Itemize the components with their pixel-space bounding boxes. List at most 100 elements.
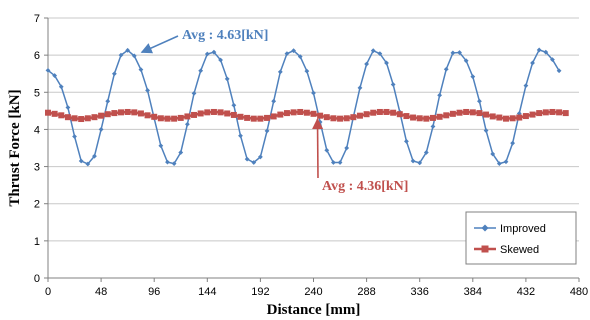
legend-skewed-marker [481, 245, 489, 253]
improved-point [503, 159, 509, 165]
improved-point [264, 128, 270, 134]
skewed-point [184, 113, 191, 120]
improved-point [165, 159, 170, 165]
improved-point [483, 128, 489, 133]
skewed-point [476, 110, 483, 117]
skewed-point [443, 112, 450, 119]
skewed-point [217, 109, 224, 116]
skewed-point [483, 111, 490, 118]
improved-point [231, 102, 237, 108]
improved-point [510, 140, 516, 146]
skewed-point [522, 113, 529, 120]
skewed-point [363, 111, 370, 118]
improved-point [211, 49, 217, 55]
series-skewed [45, 108, 569, 123]
skewed-point [297, 108, 304, 115]
skewed-point [390, 109, 397, 116]
improved-point [556, 68, 562, 74]
improved-point [477, 98, 482, 104]
improved-point [344, 145, 350, 151]
skewed-point [64, 114, 71, 121]
improved-point [536, 47, 542, 53]
skewed-point [58, 112, 65, 119]
skewed-point [171, 115, 178, 122]
y-tick-label: 6 [34, 50, 40, 62]
skewed-point [224, 110, 231, 117]
skewed-point [549, 108, 556, 115]
improved-line [47, 49, 560, 165]
skewed-point [323, 114, 330, 121]
skewed-point [51, 110, 58, 117]
skewed-point [244, 114, 251, 121]
skewed-point [403, 113, 410, 120]
legend-improved-marker [481, 224, 489, 232]
improved-point [404, 138, 409, 144]
x-tick-label: 240 [304, 286, 322, 298]
improved-point [92, 153, 97, 159]
legend-improved-label: Improved [500, 223, 546, 235]
improved-point [191, 91, 197, 96]
skewed-point [270, 113, 277, 120]
skewed-point [463, 108, 470, 115]
skewed-point [416, 115, 423, 122]
improved-point [463, 58, 469, 64]
improved-point [98, 127, 104, 132]
skewed-point [429, 114, 436, 121]
skewed-point [98, 112, 105, 119]
improved-point [218, 57, 223, 63]
skewed-point [157, 115, 164, 122]
skewed-point [469, 109, 476, 116]
improved-point [271, 98, 277, 104]
skewed-point [370, 109, 377, 116]
skewed-point [542, 109, 549, 116]
skewed-point [277, 111, 284, 118]
legend-item-improved: Improved [474, 223, 546, 235]
skewed-point [164, 115, 171, 122]
improved-point [184, 121, 190, 127]
legend-box [465, 211, 577, 265]
skewed-point [456, 109, 463, 116]
series-layer [45, 47, 569, 167]
improved-point [311, 90, 316, 96]
skewed-point [230, 111, 237, 118]
improved-point [244, 156, 250, 162]
skewed-point [343, 115, 350, 122]
improved-point [238, 133, 243, 139]
improved-avg-arrow [140, 35, 179, 54]
x-axis-title: Distance [mm] [267, 302, 361, 318]
improved-point [390, 82, 396, 87]
y-tick-label: 1 [34, 236, 40, 248]
skewed-point [330, 115, 337, 122]
improved-point [377, 51, 383, 57]
skewed-point [118, 109, 125, 116]
improved-point [277, 69, 283, 75]
x-tick-label: 288 [357, 286, 375, 298]
skewed-point [449, 110, 456, 117]
improved-point [85, 161, 91, 167]
improved-point [417, 160, 423, 166]
skewed-point [237, 113, 244, 120]
x-tick-label: 48 [95, 286, 107, 298]
improved-point [291, 48, 296, 54]
improved-point [284, 51, 290, 57]
skewed-point [151, 113, 158, 120]
skewed-point [124, 108, 131, 115]
improved-point [178, 150, 184, 155]
improved-point [543, 49, 549, 55]
improved-point [370, 48, 376, 54]
skewed-point [191, 111, 198, 118]
x-tick-label: 336 [411, 286, 429, 298]
improved-point [78, 158, 84, 164]
improved-point [72, 134, 77, 139]
skewed-point [337, 115, 344, 122]
skewed-point [556, 109, 563, 116]
skewed-point [210, 108, 217, 115]
improved-point [430, 124, 436, 129]
skewed-point [78, 116, 85, 123]
improved-point [523, 83, 529, 88]
skewed-avg-label: Avg : 4.36[kN] [322, 179, 408, 194]
x-tick-label: 144 [198, 286, 216, 298]
improved-point [443, 66, 449, 72]
improved-point [105, 98, 111, 104]
skewed-point [502, 115, 509, 122]
